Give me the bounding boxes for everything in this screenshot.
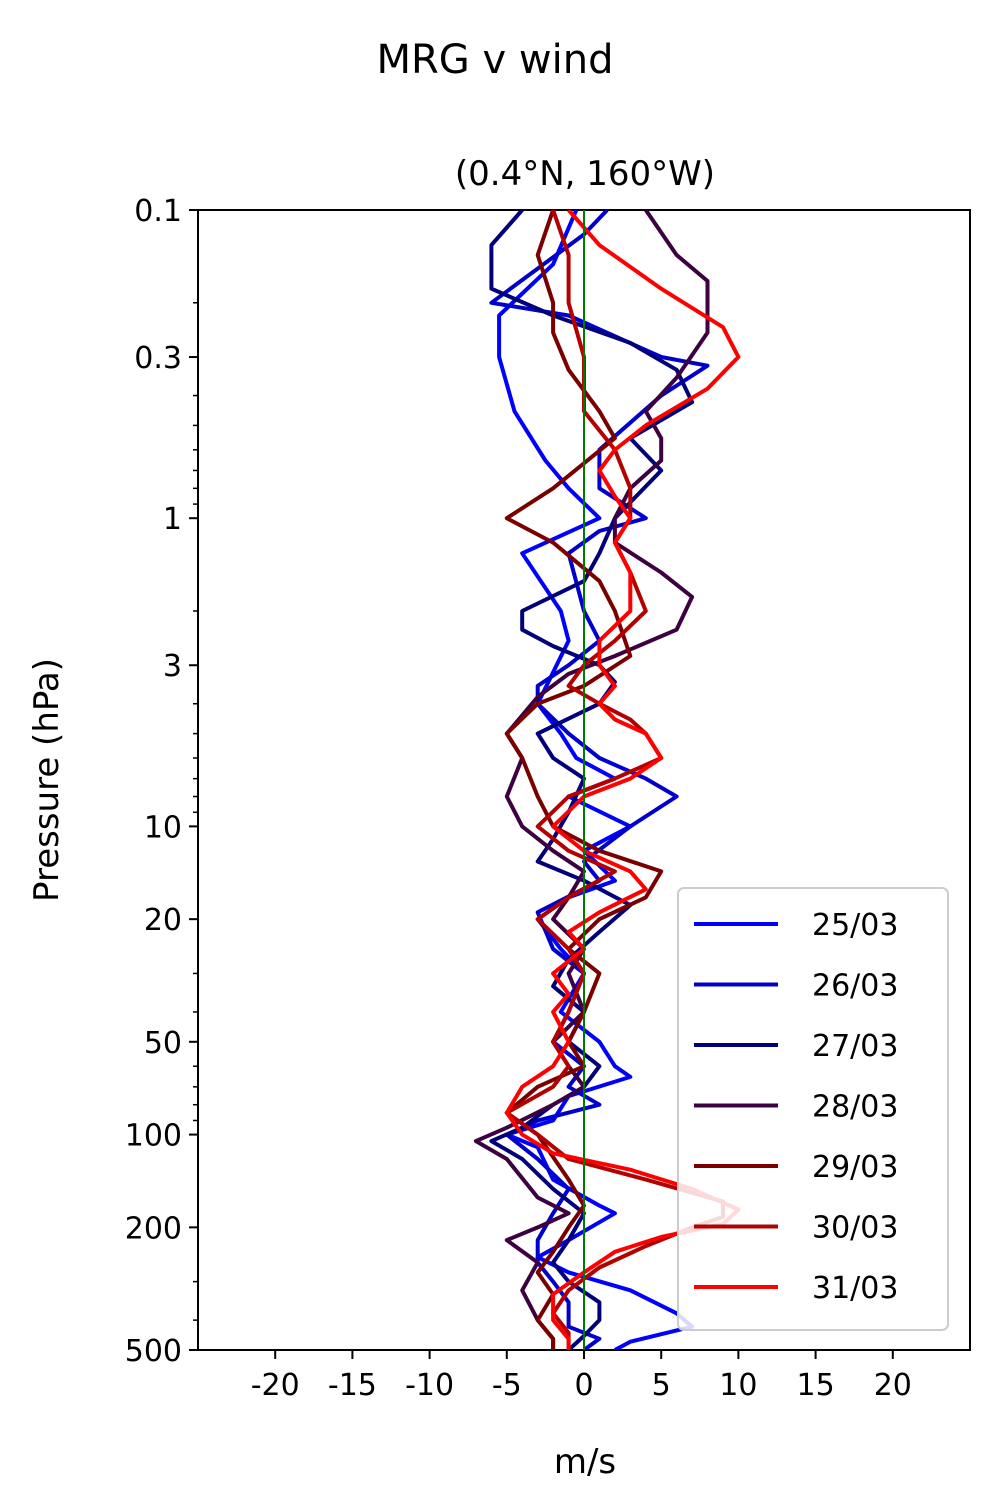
legend-label: 30/03 <box>812 1211 898 1246</box>
series-line-4 <box>473 210 710 1350</box>
x-tick-label: 10 <box>719 1368 757 1403</box>
y-tick-label: 200 <box>125 1211 182 1246</box>
y-tick-label: 1 <box>163 502 182 537</box>
series-line-1 <box>497 210 695 1350</box>
legend: 25/03 26/03 27/03 28/03 29/03 30/03 31/03 <box>677 887 949 1331</box>
y-tick-label: 100 <box>125 1119 182 1154</box>
chart-subtitle: (0.4°N, 160°W) <box>455 154 715 194</box>
y-tick-label: 0.1 <box>134 194 182 229</box>
series-line-3 <box>489 210 695 1350</box>
legend-label: 26/03 <box>812 969 898 1004</box>
y-axis-label: Pressure (hPa) <box>27 658 67 902</box>
x-axis-label: m/s <box>554 1442 616 1482</box>
x-tick-label: -5 <box>492 1368 522 1403</box>
x-tick-label: -10 <box>405 1368 454 1403</box>
legend-label: 25/03 <box>812 908 898 943</box>
y-tick-label: 10 <box>144 810 182 845</box>
y-tick-label: 0.3 <box>134 341 182 376</box>
series-line-2 <box>489 210 710 1350</box>
x-tick-label: 20 <box>874 1368 912 1403</box>
x-tick-label: 5 <box>652 1368 671 1403</box>
chart-title: MRG v wind <box>377 37 614 83</box>
x-tick-label: -20 <box>251 1368 300 1403</box>
x-tick-label: 0 <box>574 1368 593 1403</box>
legend-label: 27/03 <box>812 1029 898 1064</box>
y-tick-label: 50 <box>144 1026 182 1061</box>
y-tick-label: 20 <box>144 903 182 938</box>
y-tick-label: 3 <box>163 649 182 684</box>
legend-label: 28/03 <box>812 1090 898 1125</box>
legend-box <box>677 887 949 1331</box>
y-tick-label: 500 <box>125 1334 182 1369</box>
x-tick-label: -15 <box>328 1368 377 1403</box>
legend-label: 29/03 <box>812 1150 898 1185</box>
legend-label: 31/03 <box>812 1271 898 1306</box>
x-tick-label: 15 <box>797 1368 835 1403</box>
